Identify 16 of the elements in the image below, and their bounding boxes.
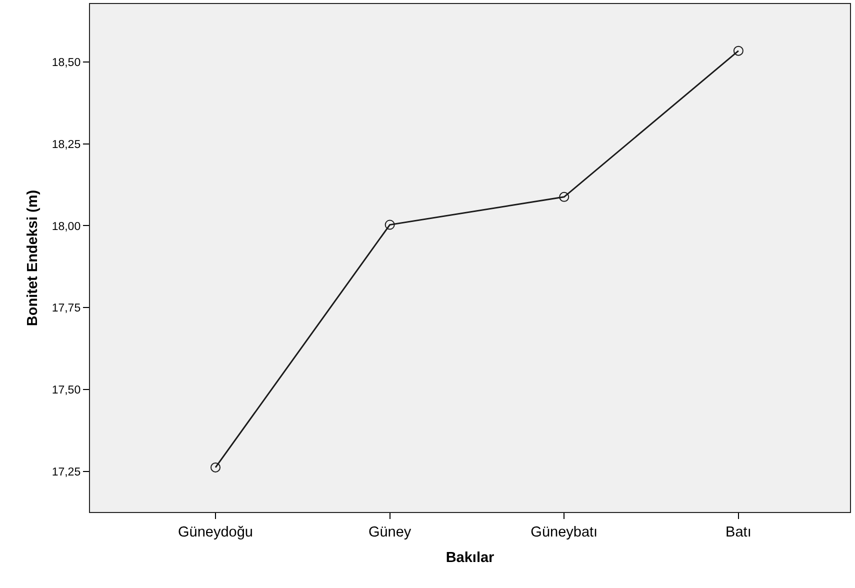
point	[384, 220, 395, 230]
x-axis-title: Bakılar	[446, 550, 495, 566]
y-tick-label: 17,75	[52, 302, 81, 315]
point	[559, 192, 570, 202]
x-tick-label: Güneydoğu	[178, 524, 253, 540]
y-tick-label: 18,25	[52, 138, 81, 151]
x-tick-label: Güney	[368, 524, 412, 540]
y-tick-label: 18,50	[52, 56, 81, 69]
x-tick-label: Güneybatı	[530, 524, 598, 540]
x-tick-label: Batı	[726, 524, 752, 540]
y-tick-label: 17,25	[52, 466, 81, 478]
point	[210, 462, 220, 472]
y-tick-label: 17,50	[52, 384, 81, 397]
y-axis-title: Bonitet Endeksi (m)	[25, 190, 42, 326]
y-tick-label: 18,00	[52, 220, 81, 233]
point	[733, 46, 744, 56]
